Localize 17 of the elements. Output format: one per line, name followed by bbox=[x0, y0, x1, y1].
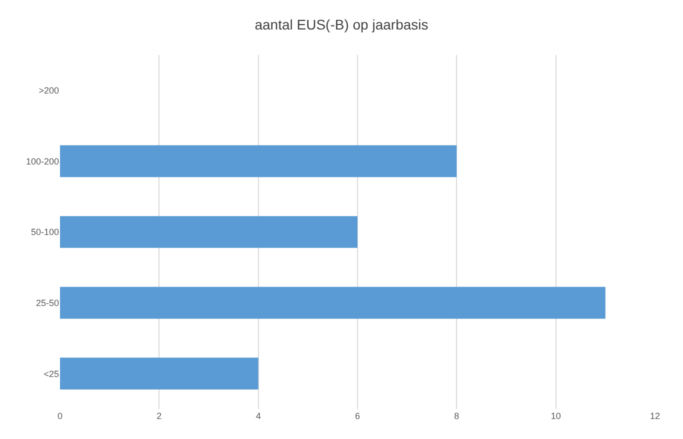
x-tick-label: 4 bbox=[256, 411, 261, 421]
y-tick-label: 25-50 bbox=[36, 298, 59, 308]
bar bbox=[60, 358, 258, 390]
bar bbox=[60, 216, 358, 248]
y-tick-label: 100-200 bbox=[26, 156, 59, 166]
x-tick-label: 12 bbox=[650, 411, 660, 421]
y-tick-label: 50-100 bbox=[30, 227, 59, 238]
chart-title: aantal EUS(-B) op jaarbasis bbox=[254, 16, 428, 33]
x-tick-label: 6 bbox=[354, 411, 360, 421]
x-tick-label: 10 bbox=[550, 411, 561, 421]
bar bbox=[60, 286, 606, 319]
x-tick-label: 2 bbox=[156, 411, 162, 421]
x-tick-label: 8 bbox=[454, 411, 460, 421]
x-tick-label: 0 bbox=[57, 411, 63, 421]
y-tick-label: >200 bbox=[38, 86, 59, 96]
y-tick-label: <25 bbox=[44, 368, 59, 379]
bar bbox=[60, 145, 457, 178]
